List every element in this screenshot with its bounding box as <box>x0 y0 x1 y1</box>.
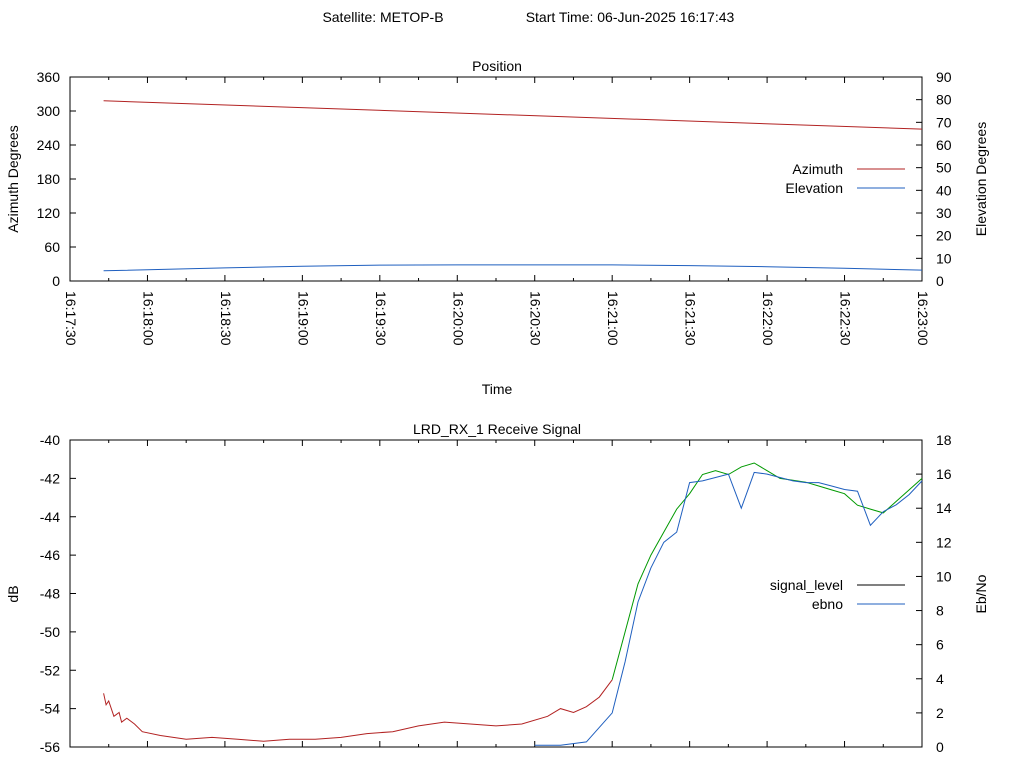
position-x-tick-label: 16:20:00 <box>450 291 466 346</box>
position-y2-tick-label: 90 <box>936 69 952 85</box>
signal-y-tick-label: -40 <box>40 432 60 448</box>
position-x-tick-label: 16:22:30 <box>838 291 854 346</box>
position-y-tick-label: 0 <box>52 273 60 289</box>
signal-y2-tick-label: 4 <box>936 671 944 687</box>
signal-y2-tick-label: 16 <box>936 466 952 482</box>
position-x-tick-label: 16:20:30 <box>528 291 544 346</box>
position-plot-frame <box>69 76 923 282</box>
position-x-tick-label: 16:19:00 <box>295 291 311 346</box>
signal-y2-tick-label: 14 <box>936 500 952 516</box>
signal-legend: signal_level ebno <box>770 577 905 612</box>
signal-y-tick-label: -52 <box>40 662 60 678</box>
elevation-series-line <box>103 264 923 272</box>
position-x-tick-label: 16:21:00 <box>605 291 621 346</box>
position-y2-tick-label: 10 <box>936 250 952 266</box>
signal-y-tick-label: -56 <box>40 739 60 755</box>
position-y-tick-label: 60 <box>44 239 60 255</box>
position-x-tick-label: 16:18:00 <box>140 291 156 346</box>
legend-label-azimuth: Azimuth <box>792 161 843 177</box>
signal-y2-tick-label: 12 <box>936 534 952 550</box>
signal-y2-tick-label: 0 <box>936 739 944 755</box>
position-legend: Azimuth Elevation <box>785 161 905 196</box>
signal-y-tick-label: -50 <box>40 624 60 640</box>
ebno-series-line <box>534 471 923 746</box>
position-x-tick-label: 16:17:30 <box>63 291 79 346</box>
position-y-tick-label: 360 <box>37 69 61 85</box>
position-y-tick-label: 180 <box>37 171 61 187</box>
position-chart-title: Position <box>472 58 522 74</box>
position-y2-tick-label: 30 <box>936 205 952 221</box>
position-x-tick-label: 16:19:30 <box>373 291 389 346</box>
satellite-label: Satellite: METOP-B <box>322 9 443 25</box>
position-y2-tick-label: 70 <box>936 114 952 130</box>
signal-y-axis-label: dB <box>5 585 21 602</box>
position-y2-tick-label: 80 <box>936 92 952 108</box>
position-y2-axis-label: Elevation Degrees <box>973 122 989 236</box>
signal-y-tick-label: -54 <box>40 701 60 717</box>
position-y-axis-label: Azimuth Degrees <box>5 125 21 232</box>
position-x-tick-label: 16:23:00 <box>915 291 931 346</box>
signal-y2-tick-label: 10 <box>936 568 952 584</box>
legend-label-elevation: Elevation <box>785 180 843 196</box>
position-y2-tick-label: 60 <box>936 137 952 153</box>
signal-y2-tick-label: 8 <box>936 603 944 619</box>
azimuth-series-line <box>103 100 923 130</box>
signal-plot-frame <box>69 439 923 748</box>
signal-y2-tick-label: 18 <box>936 432 952 448</box>
signal-chart-title: LRD_RX_1 Receive Signal <box>413 421 581 437</box>
position-y-tick-label: 120 <box>37 205 61 221</box>
position-x-tick-label: 16:18:30 <box>218 291 234 346</box>
start-time-label: Start Time: 06-Jun-2025 16:17:43 <box>526 9 735 25</box>
position-y2-tick-label: 40 <box>936 182 952 198</box>
position-y-tick-label: 240 <box>37 137 61 153</box>
position-x-axis-label: Time <box>482 381 513 397</box>
position-x-tick-label: 16:21:30 <box>683 291 699 346</box>
position-y2-tick-label: 50 <box>936 160 952 176</box>
signal-y-tick-label: -42 <box>40 470 60 486</box>
signal-y2-tick-label: 6 <box>936 637 944 653</box>
position-x-tick-label: 16:22:00 <box>760 291 776 346</box>
position-y-tick-label: 300 <box>37 103 61 119</box>
position-y2-tick-label: 0 <box>936 273 944 289</box>
signal-y-tick-label: -46 <box>40 547 60 563</box>
signal-level-series-line-2 <box>611 462 923 680</box>
signal-level-series-line-1 <box>103 679 613 742</box>
signal-y2-tick-label: 2 <box>936 705 944 721</box>
signal-y-tick-label: -44 <box>40 509 60 525</box>
legend-label-ebno: ebno <box>812 596 843 612</box>
position-y2-tick-label: 20 <box>936 228 952 244</box>
signal-chart: LRD_RX_1 Receive Signal -56 -54 -52 -50 -48 -… <box>5 421 989 755</box>
signal-y2-axis-label: Eb/No <box>973 574 989 613</box>
position-chart: Position 0 60 120 180 240 300 360 0 10 20 30 40 50 6… <box>5 58 989 397</box>
signal-y-tick-label: -48 <box>40 586 60 602</box>
legend-label-signal-level: signal_level <box>770 577 843 593</box>
